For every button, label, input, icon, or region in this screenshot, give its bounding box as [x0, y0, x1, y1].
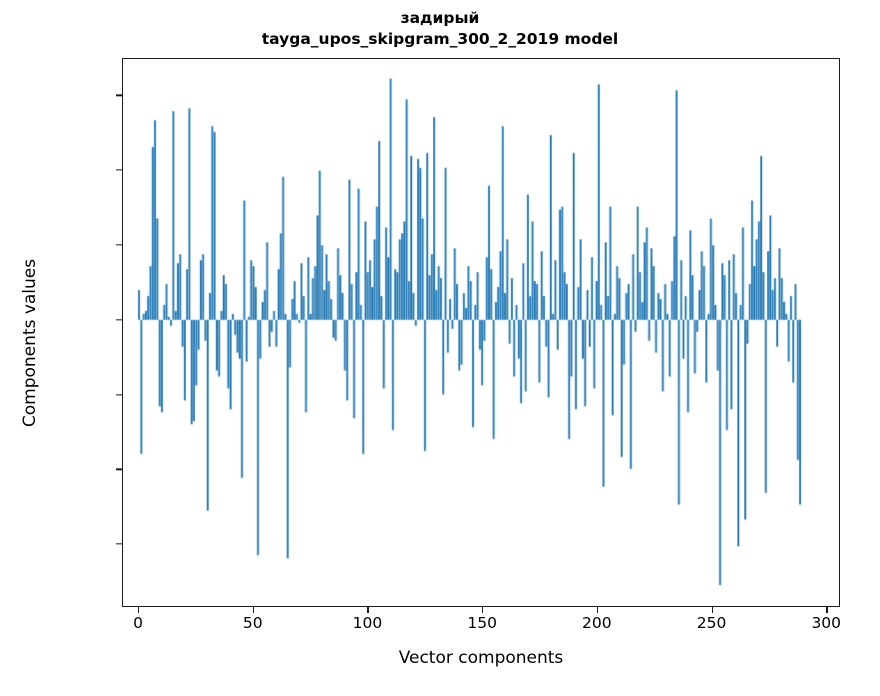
- x-axis-label: Vector components: [398, 648, 564, 668]
- y-tick-mark: [116, 319, 122, 321]
- x-tick-label: 300: [811, 614, 842, 632]
- chart-title: задирый tayga_upos_skipgram_300_2_2019 m…: [261, 9, 619, 48]
- plot-area[interactable]: [122, 58, 840, 607]
- bar-series-canvas: [123, 59, 839, 606]
- y-tick-mark: [116, 468, 122, 471]
- y-tick-mark: [116, 244, 122, 246]
- x-tick-mark: [367, 607, 369, 613]
- x-tick-label: 200: [582, 614, 612, 632]
- x-tick-label: 50: [242, 614, 263, 632]
- y-axis-label: Components values: [20, 258, 40, 428]
- x-tick-mark: [482, 607, 484, 613]
- y-tick-mark: [116, 169, 122, 171]
- y-tick-mark: [116, 393, 122, 396]
- x-tick-label: 0: [133, 614, 143, 632]
- x-tick-mark: [711, 607, 713, 613]
- x-tick-label: 150: [467, 614, 497, 632]
- y-tick-mark: [116, 543, 122, 545]
- x-tick-mark: [252, 607, 255, 613]
- y-tick-mark: [116, 94, 122, 97]
- x-tick-label: 100: [352, 614, 383, 632]
- x-tick-mark: [596, 607, 599, 613]
- x-tick-label: 250: [696, 614, 727, 632]
- x-tick-mark: [826, 607, 828, 613]
- x-tick-mark: [138, 607, 140, 613]
